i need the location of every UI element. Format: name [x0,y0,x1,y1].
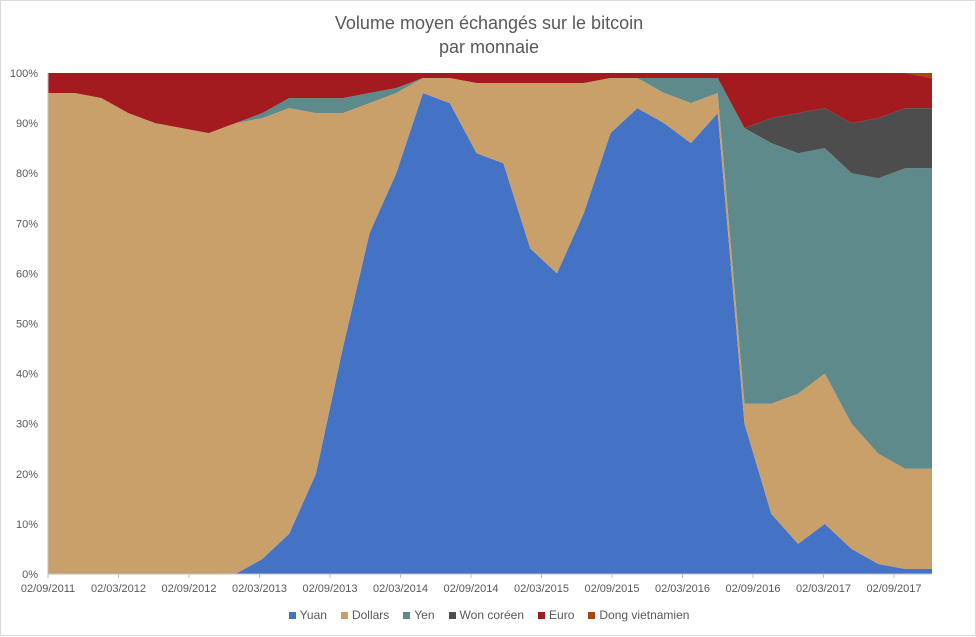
chart-legend: Yuan Dollars Yen Won coréen Euro Dong vietnam… [1,608,976,622]
x-tick-label: 02/03/2017 [796,583,851,595]
legend-item-3: Won coréen [448,608,525,622]
legend-label: Yuan [299,608,327,622]
legend-swatch [288,611,296,619]
chart-title-line-2: par monnaie [438,37,540,57]
y-tick-label: 100% [10,68,38,80]
y-tick-label: 40% [16,369,38,381]
y-tick-label: 20% [16,469,38,481]
legend-item-5: Dong vietnamien [588,608,689,622]
chart-title-line-1: Volume moyen échangés sur le bitcoin [334,13,644,33]
x-tick-label: 02/09/2012 [161,583,216,595]
area-series-1 [48,78,932,574]
y-tick-label: 90% [16,118,38,130]
legend-swatch [538,611,546,619]
legend-item-1: Dollars [340,608,390,622]
legend-item-2: Yen [403,608,435,622]
legend-label: Dong vietnamien [599,608,690,622]
x-tick-label: 02/09/2017 [866,583,921,595]
x-tick-label: 02/09/2011 [21,583,75,595]
area-series-4 [48,73,932,134]
y-tick-label: 70% [16,218,38,230]
legend-swatch [403,611,411,619]
legend-swatch [588,611,596,619]
legend-label: Won coréen [459,608,525,622]
y-tick-label: 80% [16,168,38,180]
x-tick-label: 02/09/2016 [725,583,780,595]
y-tick-label: 10% [16,519,38,531]
legend-item-4: Euro [538,608,574,622]
y-tick-label: 50% [16,319,38,331]
area-series-3 [48,78,932,179]
x-tick-label: 02/03/2016 [655,583,710,595]
x-tick-label: 02/03/2012 [91,583,146,595]
legend-label: Dollars [351,608,390,622]
legend-swatch [448,611,456,619]
chart-title: Volume moyen échangés sur le bitcoin par… [1,11,976,59]
legend-label: Euro [549,608,575,622]
legend-item-0: Yuan [288,608,327,622]
x-tick-label: 02/03/2014 [373,583,428,595]
legend-label: Yen [414,608,435,622]
x-tick-label: 02/09/2013 [302,583,357,595]
x-tick-label: 02/09/2015 [584,583,639,595]
y-tick-label: 30% [16,419,38,431]
area-series-0 [48,93,932,574]
y-tick-label: 0% [22,569,38,581]
x-tick-label: 02/03/2013 [232,583,287,595]
x-tick-label: 02/03/2015 [514,583,569,595]
y-tick-label: 60% [16,268,38,280]
x-tick-label: 02/09/2014 [443,583,498,595]
legend-swatch [340,611,348,619]
area-series-2 [48,78,932,469]
